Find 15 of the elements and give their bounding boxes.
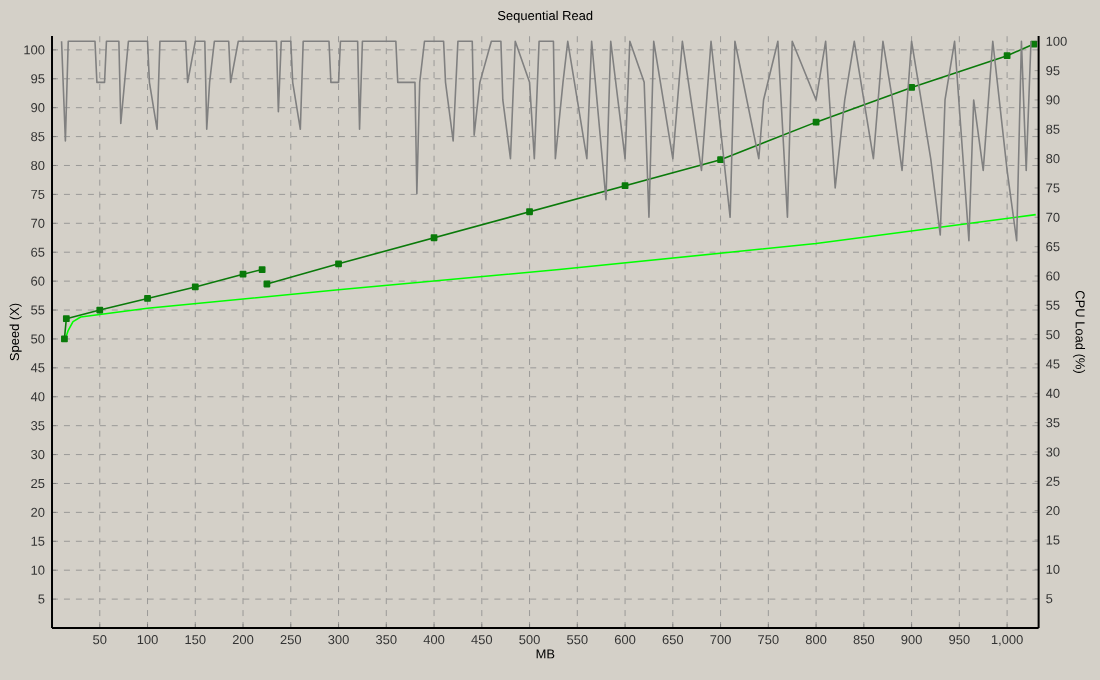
point — [430, 234, 438, 242]
point — [1003, 52, 1011, 60]
point — [908, 84, 915, 91]
point — [61, 335, 68, 343]
point — [239, 270, 247, 278]
point — [621, 182, 629, 190]
point — [258, 266, 266, 273]
point — [335, 260, 342, 268]
point — [96, 306, 104, 314]
point — [191, 283, 199, 291]
point — [62, 315, 70, 323]
point — [717, 156, 724, 164]
point — [526, 208, 533, 216]
point — [144, 295, 151, 302]
point — [812, 118, 820, 126]
